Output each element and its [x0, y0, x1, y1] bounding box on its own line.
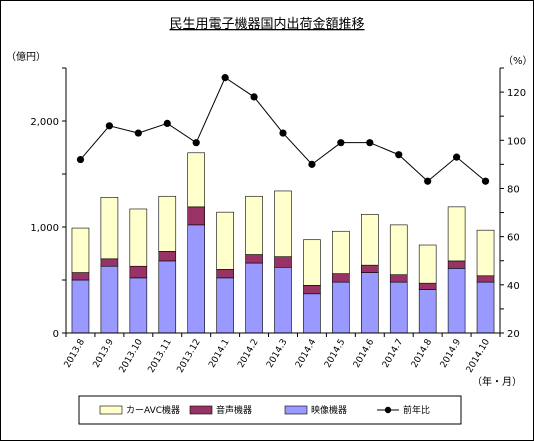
bar-2-7 [274, 190, 292, 257]
line-point-3 [163, 119, 171, 128]
line-point-8 [308, 160, 316, 168]
bar-0-3 [158, 260, 177, 334]
line-point-13 [453, 153, 461, 161]
x-tick-label: 2014.8 [410, 337, 435, 370]
bar-2-2 [129, 208, 148, 267]
line-point-0 [76, 155, 85, 164]
bar-2-13 [447, 206, 466, 262]
bar-2-4 [187, 152, 205, 208]
x-tick-label: 2014.7 [381, 338, 405, 370]
bar-1-0 [71, 272, 90, 281]
bar-0-4 [187, 224, 205, 334]
y-right-tick-label: 80 [507, 184, 520, 195]
x-tick-label: 2013.9 [92, 337, 117, 370]
bar-1-13 [447, 260, 466, 269]
legend-swatch [189, 405, 213, 415]
x-tick-label: 2013.8 [63, 337, 88, 370]
line-point-9 [337, 139, 345, 147]
bar-1-9 [332, 273, 350, 283]
bar-2-8 [303, 239, 321, 286]
legend-label: 前年比 [403, 404, 430, 416]
legend-label: カーAVC機器 [126, 404, 180, 416]
line-point-2 [134, 129, 142, 137]
bar-1-1 [100, 258, 119, 267]
x-tick-label: 2014.5 [323, 338, 347, 370]
legend-marker [384, 406, 392, 414]
legend-label: 音声機器 [216, 404, 252, 416]
x-tick-label: 2013.12 [176, 338, 203, 375]
bar-0-2 [129, 277, 148, 334]
bar-0-0 [71, 279, 90, 334]
legend-label: 映像機器 [311, 404, 347, 416]
y-left-tick-label: 0 [53, 329, 59, 340]
bar-2-12 [418, 244, 437, 284]
legend-swatch [99, 405, 123, 415]
y-left-tick-label: 1,000 [30, 223, 59, 234]
x-unit: （年・月） [472, 375, 522, 388]
bar-0-5 [216, 277, 234, 334]
bar-2-6 [245, 195, 263, 255]
bar-1-8 [303, 284, 321, 295]
bar-1-7 [274, 256, 292, 268]
bar-1-6 [245, 254, 263, 264]
bar-1-2 [129, 265, 148, 279]
x-tick-label: 2013.11 [147, 338, 174, 375]
line-point-4 [192, 139, 200, 147]
bar-2-10 [360, 213, 379, 266]
line-point-1 [105, 122, 113, 130]
bar-2-9 [332, 230, 350, 274]
bar-1-11 [389, 274, 408, 283]
y-left-tick-label: 2,000 [30, 117, 59, 128]
y-right-unit: （%） [503, 55, 533, 67]
x-tick-label: 2014.6 [352, 337, 377, 370]
legend: カーAVC機器 音声機器 映像機器 前年比 [78, 395, 462, 425]
x-tick-label: 2014.1 [207, 338, 231, 370]
y-right-tick-label: 40 [507, 281, 520, 292]
x-tick-label: 2013.10 [118, 337, 145, 374]
bar-1-12 [418, 282, 437, 290]
bar-1-14 [476, 275, 495, 283]
bar-1-3 [158, 251, 177, 262]
bar-0-11 [389, 281, 408, 334]
y-right-tick-label: 120 [507, 88, 526, 99]
bar-2-11 [389, 224, 408, 276]
x-tick-label: 2014.2 [236, 338, 260, 370]
y-left-unit: （億円） [6, 50, 46, 63]
x-tick-label: 2014.9 [439, 337, 464, 370]
bar-0-10 [360, 272, 379, 334]
bar-2-14 [476, 229, 495, 277]
bar-2-5 [216, 211, 234, 270]
bar-0-7 [274, 266, 292, 334]
bar-0-12 [418, 289, 437, 334]
line-point-6 [250, 93, 258, 101]
legend-swatch [284, 405, 308, 415]
bar-0-6 [245, 262, 263, 334]
y-right-tick-label: 20 [507, 329, 520, 340]
bar-0-13 [447, 268, 466, 334]
bar-0-9 [332, 281, 350, 334]
chart-title: 民生用電子機器国内出荷金額推移 [169, 16, 364, 32]
bar-2-1 [100, 197, 119, 260]
line-point-10 [366, 139, 374, 147]
y-right-tick-label: 60 [507, 233, 520, 244]
bar-2-0 [71, 227, 90, 273]
line-point-12 [424, 177, 432, 185]
bar-1-4 [187, 206, 205, 226]
line-point-14 [481, 177, 490, 185]
bar-1-5 [216, 269, 234, 279]
x-tick-label: 2014.10 [465, 337, 492, 374]
x-tick-label: 2014.4 [294, 337, 319, 370]
bar-0-8 [303, 293, 321, 334]
bar-1-10 [360, 264, 379, 273]
bar-0-1 [100, 265, 119, 334]
line-point-5 [221, 74, 229, 82]
bar-2-3 [158, 195, 177, 252]
line-point-11 [395, 151, 403, 159]
bar-0-14 [476, 281, 495, 334]
y-right-tick-label: 100 [507, 136, 526, 147]
x-tick-label: 2014.3 [265, 338, 289, 370]
line-point-7 [279, 129, 287, 137]
